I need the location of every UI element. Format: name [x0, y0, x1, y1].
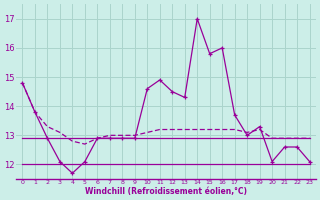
X-axis label: Windchill (Refroidissement éolien,°C): Windchill (Refroidissement éolien,°C) [85, 187, 247, 196]
